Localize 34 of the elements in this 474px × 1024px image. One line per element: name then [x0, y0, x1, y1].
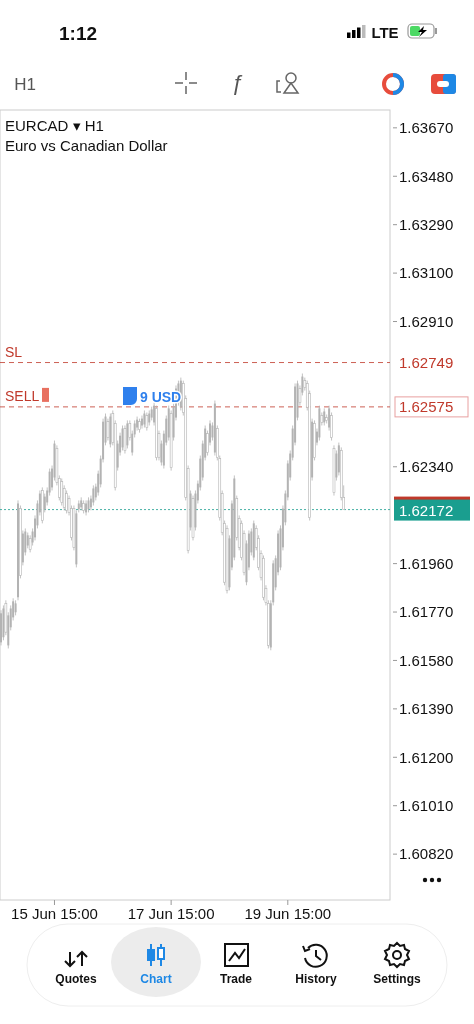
- y-tick-label: 1.61390: [399, 700, 454, 718]
- x-tick-label: 15 Jun 15:00: [11, 905, 98, 922]
- y-tick-label: 1.61010: [399, 796, 454, 814]
- text: Chart: [140, 972, 172, 986]
- y-tick-label: 1.61770: [399, 603, 454, 621]
- y-tick-label: 1.61200: [399, 748, 454, 766]
- x-tick-label: 17 Jun 15:00: [127, 905, 215, 922]
- y-tick-label: 1.62910: [399, 312, 454, 330]
- y-tick-label: 1.61580: [399, 651, 454, 669]
- y-tick-label: 1.63670: [399, 119, 454, 137]
- annotation: 9 USD: [140, 388, 182, 405]
- ref-line-label: SL: [5, 343, 23, 360]
- text: LTE: [371, 24, 399, 41]
- text: Trade: [219, 972, 253, 986]
- text: H1: [14, 75, 36, 94]
- text: 1.62749: [399, 353, 454, 371]
- text: 1.62172: [399, 501, 454, 519]
- text: Quotes: [55, 972, 97, 986]
- text: EURCAD ▾ H1: [5, 117, 104, 134]
- x-tick-label: 19 Jun 15:00: [244, 905, 332, 922]
- ref-line-label: SELL: [5, 387, 40, 404]
- y-tick-label: 1.63100: [399, 264, 454, 282]
- y-tick-label: 1.63290: [399, 215, 454, 233]
- text: 1.62575: [399, 398, 454, 416]
- text: History: [295, 972, 337, 986]
- y-tick-label: 1.60820: [399, 845, 454, 863]
- text: 1:12: [58, 23, 98, 44]
- text: Euro vs Canadian Dollar: [5, 137, 168, 154]
- y-tick-label: 1.62340: [399, 458, 454, 476]
- y-tick-label: 1.61960: [399, 554, 454, 572]
- candlestick: [0, 609, 2, 646]
- text: Settings: [373, 972, 421, 986]
- text: ƒ: [230, 70, 244, 95]
- y-tick-label: 1.63480: [399, 167, 454, 185]
